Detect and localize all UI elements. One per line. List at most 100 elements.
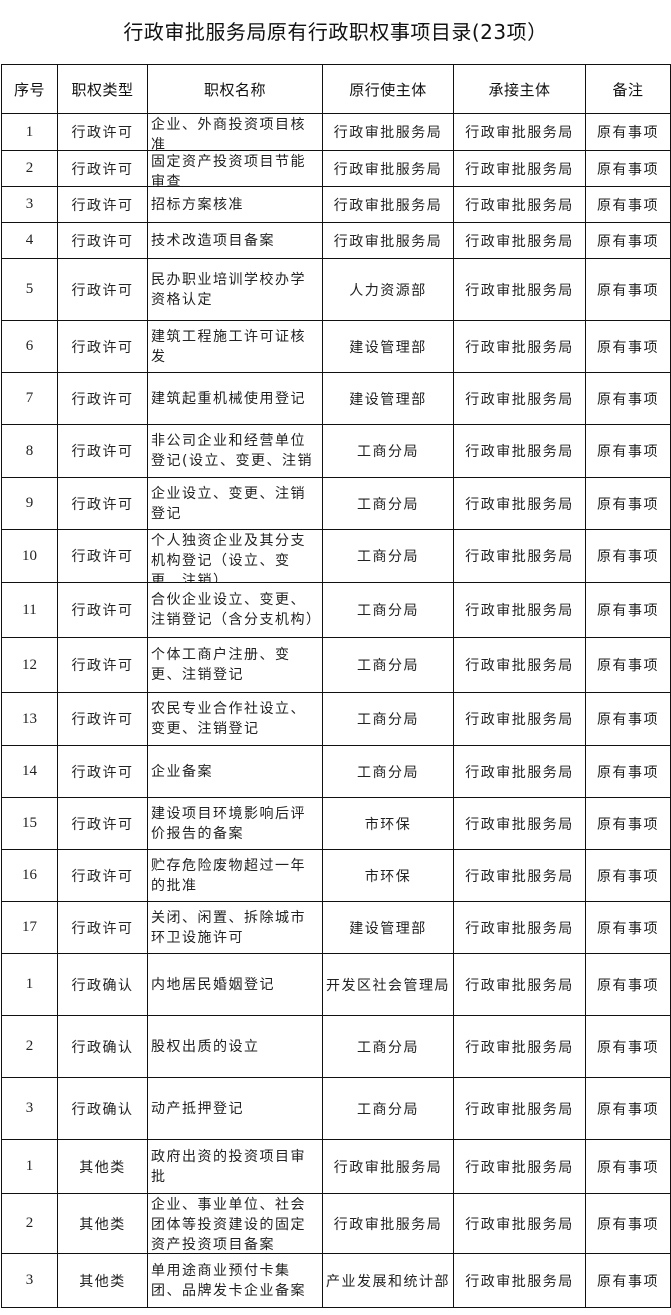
table-row: 17 行政许可 关闭、闲置、拆除城市环卫设施许可 建设管理部 行政审批服务局 原有事项 (1, 901, 671, 954)
cell-note: 原有事项 (585, 1077, 671, 1140)
authority-name-text: 关闭、闲置、拆除城市环卫设施许可 (151, 909, 306, 946)
cell-authority-type: 其他类 (57, 1253, 148, 1308)
cell-row-number: 13 (1, 692, 58, 746)
cell-row-number: 10 (1, 529, 58, 583)
cell-note: 原有事项 (585, 1015, 671, 1078)
cell-receiving-body: 行政审批服务局 (453, 1077, 586, 1140)
authority-name-text: 贮存危险废物超过一年的批准 (151, 857, 306, 894)
cell-original-body: 工商分局 (322, 692, 454, 746)
cell-receiving-body: 行政审批服务局 (453, 582, 586, 638)
cell-note: 原有事项 (585, 637, 671, 693)
cell-original-body: 工商分局 (322, 637, 454, 693)
cell-receiving-body: 行政审批服务局 (453, 186, 586, 223)
cell-receiving-body: 行政审批服务局 (453, 320, 586, 373)
cell-authority-name: 个体工商户注册、变更、注销登记 (147, 637, 323, 693)
col-header-receiving-body: 承接主体 (453, 64, 586, 114)
cell-receiving-body: 行政审批服务局 (453, 953, 586, 1016)
cell-authority-name: 建设项目环境影响后评价报告的备案 (147, 797, 323, 850)
cell-authority-type: 行政许可 (57, 692, 148, 746)
cell-authority-type: 行政许可 (57, 372, 148, 425)
cell-authority-type: 行政许可 (57, 901, 148, 954)
cell-original-body: 建设管理部 (322, 320, 454, 373)
authority-name-text: 招标方案核准 (151, 196, 244, 213)
cell-authority-type: 行政许可 (57, 745, 148, 798)
table-row: 8 行政许可 非公司企业和经营单位登记(设立、变更、注销 工商分局 行政审批服务局 原有事… (1, 424, 671, 478)
table-row: 11 行政许可 合伙企业设立、变更、注销登记（含分支机构） 工商分局 行政审批服务局 原有… (1, 582, 671, 638)
cell-note: 原有事项 (585, 953, 671, 1016)
cell-authority-name: 单用途商业预付卡集团、品牌发卡企业备案 (147, 1253, 323, 1308)
cell-original-body: 开发区社会管理局 (322, 953, 454, 1016)
cell-authority-type: 行政确认 (57, 1015, 148, 1078)
cell-row-number: 5 (1, 258, 58, 321)
cell-authority-name: 固定资产投资项目节能审查 (147, 150, 323, 187)
cell-authority-name: 关闭、闲置、拆除城市环卫设施许可 (147, 901, 323, 954)
table-row: 1 其他类 政府出资的投资项目审批 行政审批服务局 行政审批服务局 原有事项 (1, 1139, 671, 1194)
cell-note: 原有事项 (585, 222, 671, 259)
cell-note: 原有事项 (585, 113, 671, 151)
authority-name-text: 民办职业培训学校办学资格认定 (151, 271, 306, 308)
cell-original-body: 工商分局 (322, 477, 454, 530)
cell-row-number: 17 (1, 901, 58, 954)
cell-original-body: 市环保 (322, 849, 454, 902)
cell-receiving-body: 行政审批服务局 (453, 1139, 586, 1194)
cell-note: 原有事项 (585, 692, 671, 746)
table-row: 14 行政许可 企业备案 工商分局 行政审批服务局 原有事项 (1, 745, 671, 798)
cell-authority-name: 合伙企业设立、变更、注销登记（含分支机构） (147, 582, 323, 638)
table-row: 7 行政许可 建筑起重机械使用登记 建设管理部 行政审批服务局 原有事项 (1, 372, 671, 425)
authority-name-text: 个人独资企业及其分支机构登记（设立、变更、注销） (151, 532, 306, 582)
cell-receiving-body: 行政审批服务局 (453, 797, 586, 850)
cell-receiving-body: 行政审批服务局 (453, 529, 586, 583)
authority-name-text: 建筑工程施工许可证核发 (151, 328, 306, 365)
cell-authority-name: 技术改造项目备案 (147, 222, 323, 259)
cell-authority-type: 行政许可 (57, 637, 148, 693)
table-row: 3 其他类 单用途商业预付卡集团、品牌发卡企业备案 产业发展和统计部 行政审批服务局 原有… (1, 1253, 671, 1308)
authority-name-text: 企业设立、变更、注销登记 (151, 485, 306, 522)
cell-receiving-body: 行政审批服务局 (453, 113, 586, 151)
cell-original-body: 行政审批服务局 (322, 1193, 454, 1254)
cell-authority-type: 行政许可 (57, 582, 148, 638)
table-row: 1 行政确认 内地居民婚姻登记 开发区社会管理局 行政审批服务局 原有事项 (1, 953, 671, 1016)
cell-original-body: 产业发展和统计部 (322, 1253, 454, 1308)
cell-row-number: 11 (1, 582, 58, 638)
cell-row-number: 2 (1, 1015, 58, 1078)
cell-authority-type: 行政确认 (57, 1077, 148, 1140)
cell-note: 原有事项 (585, 1139, 671, 1194)
authority-name-text: 企业、事业单位、社会团体等投资建设的固定资产投资项目备案 (151, 1196, 306, 1253)
cell-receiving-body: 行政审批服务局 (453, 222, 586, 259)
cell-receiving-body: 行政审批服务局 (453, 1253, 586, 1308)
table-header: 序号 职权类型 职权名称 原行使主体 承接主体 备注 (1, 64, 671, 114)
cell-receiving-body: 行政审批服务局 (453, 849, 586, 902)
cell-receiving-body: 行政审批服务局 (453, 150, 586, 187)
cell-row-number: 3 (1, 1253, 58, 1308)
col-header-note: 备注 (585, 64, 671, 114)
cell-note: 原有事项 (585, 320, 671, 373)
cell-original-body: 工商分局 (322, 529, 454, 583)
cell-note: 原有事项 (585, 258, 671, 321)
authority-table: 序号 职权类型 职权名称 原行使主体 承接主体 备注 1 行政许可 企业、外商投资项… (1, 64, 671, 1308)
cell-note: 原有事项 (585, 797, 671, 850)
table-row: 15 行政许可 建设项目环境影响后评价报告的备案 市环保 行政审批服务局 原有事项 (1, 797, 671, 850)
cell-receiving-body: 行政审批服务局 (453, 1193, 586, 1254)
table-row: 13 行政许可 农民专业合作社设立、变更、注销登记 工商分局 行政审批服务局 原有事项 (1, 692, 671, 746)
cell-receiving-body: 行政审批服务局 (453, 692, 586, 746)
cell-note: 原有事项 (585, 745, 671, 798)
authority-name-text: 建筑起重机械使用登记 (151, 390, 306, 407)
cell-row-number: 12 (1, 637, 58, 693)
table-row: 4 行政许可 技术改造项目备案 行政审批服务局 行政审批服务局 原有事项 (1, 222, 671, 259)
cell-row-number: 16 (1, 849, 58, 902)
cell-original-body: 建设管理部 (322, 372, 454, 425)
cell-original-body: 建设管理部 (322, 901, 454, 954)
cell-note: 原有事项 (585, 477, 671, 530)
col-header-no: 序号 (1, 64, 58, 114)
cell-authority-type: 行政许可 (57, 529, 148, 583)
cell-authority-type: 行政许可 (57, 797, 148, 850)
authority-name-text: 单用途商业预付卡集团、品牌发卡企业备案 (151, 1262, 306, 1299)
cell-receiving-body: 行政审批服务局 (453, 258, 586, 321)
cell-original-body: 行政审批服务局 (322, 222, 454, 259)
table-row: 10 行政许可 个人独资企业及其分支机构登记（设立、变更、注销） 工商分局 行政审批服务… (1, 529, 671, 583)
cell-original-body: 人力资源部 (322, 258, 454, 321)
table-row: 16 行政许可 贮存危险废物超过一年的批准 市环保 行政审批服务局 原有事项 (1, 849, 671, 902)
cell-authority-type: 行政许可 (57, 424, 148, 478)
cell-authority-name: 内地居民婚姻登记 (147, 953, 323, 1016)
table-row: 3 行政确认 动产抵押登记 工商分局 行政审批服务局 原有事项 (1, 1077, 671, 1140)
